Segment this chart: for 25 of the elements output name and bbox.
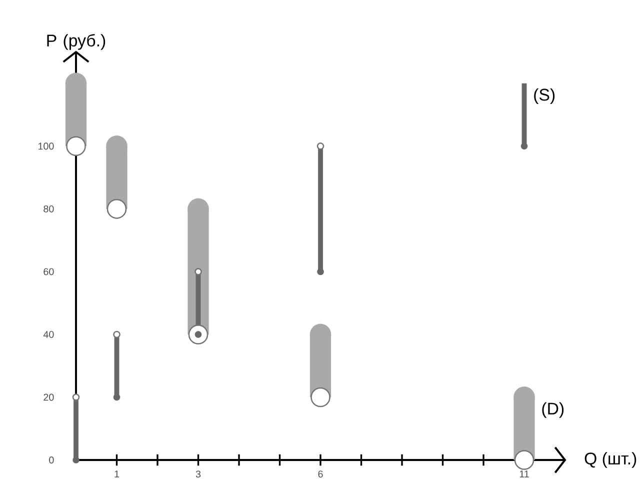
point xyxy=(194,268,202,276)
y-tick-label: 100 xyxy=(38,142,54,150)
x-tick-label: 1 xyxy=(114,470,119,478)
y-tick-label: 0 xyxy=(49,456,54,464)
point xyxy=(317,268,324,276)
y-tick-label: 60 xyxy=(44,268,54,276)
x-tick-label: 11 xyxy=(520,470,529,478)
point xyxy=(310,387,330,408)
y-tick-label: 20 xyxy=(44,394,54,401)
point xyxy=(520,142,528,150)
point xyxy=(66,136,86,156)
y-tick-label: 40 xyxy=(43,330,54,338)
point xyxy=(72,456,80,464)
series-label: (S) xyxy=(534,88,555,104)
y-axis-title: P (руб.) xyxy=(47,34,106,50)
point xyxy=(106,199,127,219)
point xyxy=(72,394,80,401)
point xyxy=(113,330,120,338)
point xyxy=(113,394,120,401)
legend-label: (D) xyxy=(542,402,564,418)
y-tick-label: 80 xyxy=(44,205,54,212)
x-axis-title: Q (шт.) xyxy=(584,452,636,468)
x-tick-label: 6 xyxy=(318,470,323,478)
point xyxy=(316,142,324,150)
x-tick-label: 3 xyxy=(196,470,201,478)
